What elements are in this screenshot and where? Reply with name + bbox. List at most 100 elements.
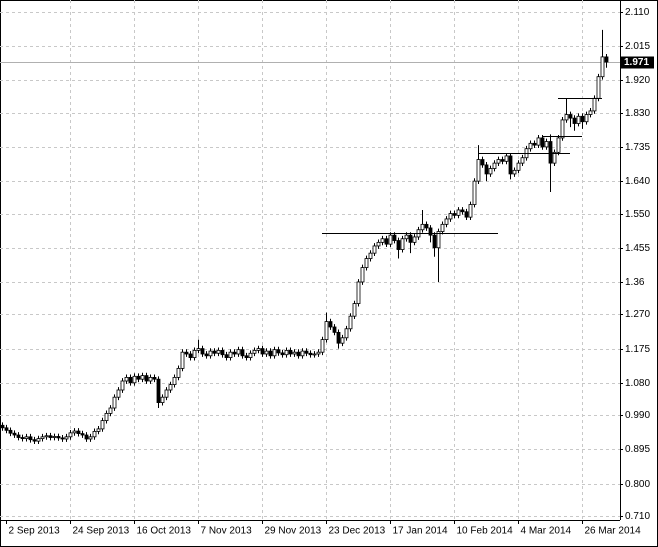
candle-body (596, 76, 601, 99)
candle-body (224, 354, 229, 358)
candle-body (260, 348, 265, 355)
candle-body (372, 245, 377, 254)
candle-body (208, 350, 213, 357)
candle-body (572, 117, 577, 124)
candle-body (76, 430, 81, 434)
candle-body (196, 348, 201, 351)
candle-body (576, 115, 581, 124)
candle-body (160, 396, 165, 404)
candle-body (284, 349, 289, 356)
candle-body (188, 353, 193, 358)
candle-body (252, 349, 257, 354)
candle-body (360, 267, 365, 283)
current-price-label: 1.971 (624, 57, 649, 68)
candle-body (228, 351, 233, 358)
candle-body (480, 159, 485, 166)
candle-body (468, 204, 473, 218)
candle-body (332, 326, 337, 333)
candle-body (568, 114, 573, 119)
candle-body (300, 350, 305, 357)
candle-body (36, 438, 41, 442)
candle-body (28, 436, 33, 441)
candle-body (72, 430, 77, 434)
x-tick-label: 17 Jan 2014 (393, 526, 448, 537)
y-tick-label: 1.175 (625, 344, 650, 355)
candle-body (540, 137, 545, 148)
candle-body (268, 350, 273, 357)
candle-body (556, 137, 561, 153)
y-tick-label: 1.920 (625, 75, 650, 86)
y-tick-label: 2.110 (625, 7, 650, 18)
candle-body (512, 169, 517, 175)
candle-body (184, 351, 189, 355)
candle-body (504, 155, 509, 162)
candle-body (276, 349, 281, 354)
candle-body (48, 435, 53, 438)
candle-body (344, 328, 349, 339)
y-tick-label: 1.640 (625, 176, 650, 187)
candle-body (152, 376, 157, 380)
candle-body (584, 114, 589, 123)
candle-body (248, 352, 253, 358)
x-tick-label: 7 Nov 2013 (201, 526, 253, 537)
candle-body (204, 353, 209, 357)
candle-body (308, 352, 313, 356)
candle-body (428, 227, 433, 236)
candle-body (496, 159, 501, 164)
y-tick-label: 1.270 (625, 309, 650, 320)
candle-body (392, 234, 397, 241)
current-price-tag (621, 56, 654, 69)
candle-body (544, 141, 549, 148)
candle-body (144, 375, 149, 382)
y-tick-label: 2.015 (625, 41, 650, 52)
candle-body (548, 141, 553, 164)
candle-body (368, 252, 373, 259)
candle-body (588, 110, 593, 115)
candle-body (44, 435, 49, 438)
candle-body (348, 315, 353, 330)
candle-body (432, 234, 437, 249)
candle-body (80, 433, 85, 436)
candle-body (240, 349, 245, 357)
candle-body (356, 281, 361, 304)
candle-body (116, 389, 121, 398)
candle-body (600, 56, 605, 78)
candle-body (580, 115, 585, 123)
candle-body (172, 376, 177, 385)
candle-body (120, 380, 125, 391)
candle-body (232, 351, 237, 355)
candle-body (508, 155, 513, 175)
candle-body (176, 367, 181, 378)
y-tick-label: 0.990 (625, 410, 650, 421)
candle-body (168, 384, 173, 391)
candle-body (124, 376, 129, 382)
candle-body (136, 375, 141, 380)
candle-body (264, 350, 269, 355)
candle-body (456, 209, 461, 216)
candle-body (16, 434, 21, 438)
candle-body (448, 213, 453, 220)
candle-body (132, 375, 137, 384)
y-tick-label: 1.550 (625, 209, 650, 220)
candle-body (148, 376, 153, 382)
candle-body (404, 234, 409, 240)
candle-body (292, 351, 297, 355)
x-tick-label: 4 Mar 2014 (521, 526, 572, 537)
candle-body (104, 413, 109, 422)
candle-body (128, 376, 133, 384)
candle-body (200, 348, 205, 355)
candle-body (400, 238, 405, 250)
candle-body (84, 434, 89, 440)
candle-body (96, 428, 101, 432)
candle-body (8, 429, 13, 434)
candle-body (484, 164, 489, 175)
candle-body (520, 157, 525, 164)
candle-body (364, 258, 369, 268)
candle-body (492, 162, 497, 169)
candle-body (296, 351, 301, 357)
candle-body (304, 350, 309, 354)
y-tick-label: 0.800 (625, 479, 650, 490)
x-tick-label: 24 Sep 2013 (73, 526, 130, 537)
